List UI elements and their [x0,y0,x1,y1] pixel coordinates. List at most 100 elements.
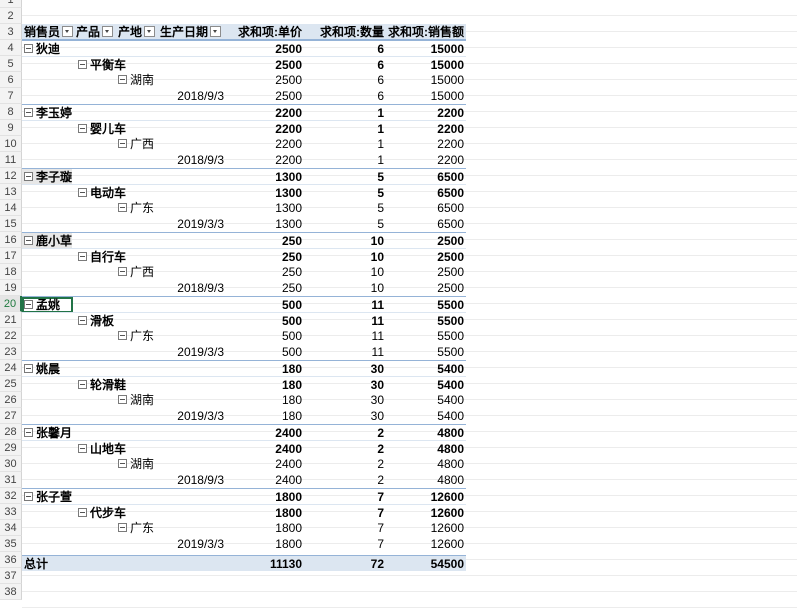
qty-value[interactable]: 30 [370,409,384,423]
qty-value[interactable]: 10 [370,234,384,248]
product-label[interactable]: 婴儿车 [78,121,126,137]
row-header[interactable]: 10 [0,136,22,152]
row-header[interactable]: 2 [0,8,22,24]
origin-label[interactable]: 湖南 [118,456,154,472]
row-header[interactable]: 14 [0,200,22,216]
origin-label[interactable]: 广东 [118,200,154,216]
amount-value[interactable]: 15000 [430,73,464,87]
qty-value[interactable]: 30 [370,378,384,392]
qty-value[interactable]: 5 [377,170,384,184]
row-header[interactable]: 8 [0,104,22,120]
amount-value[interactable]: 4800 [437,426,464,440]
qty-value[interactable]: 10 [370,265,384,279]
price-value[interactable]: 500 [281,314,302,328]
row-header[interactable]: 7 [0,88,22,104]
collapse-icon[interactable] [24,108,33,118]
row-header[interactable]: 15 [0,216,22,232]
origin-label[interactable]: 湖南 [118,72,154,88]
qty-value[interactable]: 5 [377,217,384,231]
grand-total-amount[interactable]: 54500 [430,557,464,571]
row-header[interactable]: 24 [0,360,22,376]
row-header[interactable]: 17 [0,248,22,264]
row-header[interactable]: 26 [0,392,22,408]
amount-value[interactable]: 5400 [437,378,464,392]
date-label[interactable]: 2018/9/3 [177,473,224,487]
seller-label[interactable]: 孟姚 [24,297,60,313]
row-header[interactable]: 29 [0,440,22,456]
collapse-icon[interactable] [78,444,87,454]
header-origin[interactable]: 产地 [118,24,156,40]
collapse-icon[interactable] [118,523,127,533]
row-header[interactable]: 22 [0,328,22,344]
seller-label[interactable]: 李玉婷 [24,105,72,121]
header-price[interactable]: 求和项:单价 [238,25,302,39]
row-header[interactable]: 30 [0,456,22,472]
qty-value[interactable]: 1 [377,106,384,120]
row-header[interactable]: 16 [0,232,22,248]
row-header[interactable]: 9 [0,120,22,136]
product-label[interactable]: 山地车 [78,441,126,457]
seller-label[interactable]: 姚晨 [24,361,60,377]
qty-value[interactable]: 30 [370,393,384,407]
collapse-icon[interactable] [78,316,87,326]
row-header[interactable]: 4 [0,40,22,56]
origin-label[interactable]: 广西 [118,264,154,280]
amount-value[interactable]: 5400 [437,409,464,423]
product-label[interactable]: 滑板 [78,313,114,329]
price-value[interactable]: 180 [281,362,302,376]
amount-value[interactable]: 6500 [437,186,464,200]
row-header[interactable]: 20 [0,296,22,312]
amount-value[interactable]: 12600 [430,490,464,504]
price-value[interactable]: 2200 [275,153,302,167]
price-value[interactable]: 2400 [275,473,302,487]
seller-label[interactable]: 李子璇 [24,169,72,185]
header-seller[interactable]: 销售员 [24,24,74,40]
collapse-icon[interactable] [118,267,127,277]
row-header[interactable]: 27 [0,408,22,424]
collapse-icon[interactable] [118,459,127,469]
qty-value[interactable]: 11 [371,329,384,343]
collapse-icon[interactable] [118,139,127,149]
price-value[interactable]: 250 [281,234,302,248]
qty-value[interactable]: 1 [377,122,384,136]
collapse-icon[interactable] [24,364,33,374]
price-value[interactable]: 1800 [275,537,302,551]
collapse-icon[interactable] [78,60,87,70]
price-value[interactable]: 2500 [275,73,302,87]
header-product[interactable]: 产品 [76,24,114,40]
price-value[interactable]: 2500 [275,58,302,72]
qty-value[interactable]: 6 [377,58,384,72]
row-header[interactable]: 32 [0,488,22,504]
amount-value[interactable]: 5500 [437,329,464,343]
price-value[interactable]: 180 [281,378,302,392]
amount-value[interactable]: 2200 [437,122,464,136]
origin-label[interactable]: 广东 [118,328,154,344]
amount-value[interactable]: 12600 [430,521,464,535]
collapse-icon[interactable] [78,380,87,390]
date-label[interactable]: 2019/3/3 [177,409,224,423]
row-header[interactable]: 28 [0,424,22,440]
amount-value[interactable]: 2500 [437,265,464,279]
filter-dropdown-icon[interactable] [210,26,222,38]
row-header[interactable]: 33 [0,504,22,520]
qty-value[interactable]: 1 [377,153,384,167]
qty-value[interactable]: 2 [377,473,384,487]
date-label[interactable]: 2018/9/3 [177,281,224,295]
qty-value[interactable]: 6 [377,89,384,103]
filter-dropdown-icon[interactable] [102,26,114,38]
amount-value[interactable]: 2500 [437,250,464,264]
price-value[interactable]: 250 [281,265,302,279]
price-value[interactable]: 2500 [275,89,302,103]
seller-label[interactable]: 张馨月 [24,425,72,441]
collapse-icon[interactable] [118,75,127,85]
row-header[interactable]: 37 [0,568,22,584]
price-value[interactable]: 2400 [275,442,302,456]
collapse-icon[interactable] [118,203,127,213]
date-label[interactable]: 2018/9/3 [177,89,224,103]
product-label[interactable]: 平衡车 [78,57,126,73]
row-header[interactable]: 34 [0,520,22,536]
origin-label[interactable]: 广西 [118,136,154,152]
collapse-icon[interactable] [118,331,127,341]
amount-value[interactable]: 5400 [437,393,464,407]
